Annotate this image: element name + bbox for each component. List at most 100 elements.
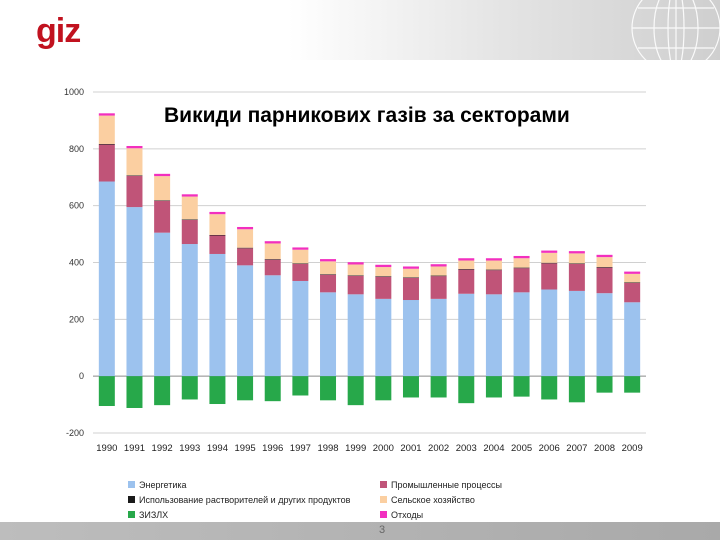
bar-segment <box>596 267 613 294</box>
y-tick-label: 200 <box>69 314 84 324</box>
bar-segment <box>292 263 309 281</box>
x-tick-label: 2005 <box>511 443 532 454</box>
bar-segment <box>264 259 281 276</box>
bar-segment <box>126 175 143 176</box>
bar-segment <box>347 264 364 276</box>
legend-label: ЗИЗЛХ <box>139 510 168 520</box>
y-tick-label: 800 <box>69 144 84 154</box>
bar-segment <box>596 257 613 268</box>
legend-label: Сельское хозяйство <box>391 495 475 505</box>
bar-segment <box>485 294 502 377</box>
bar-segment <box>347 376 364 406</box>
bar-segment <box>375 264 392 268</box>
x-tick-label: 1998 <box>317 443 338 454</box>
x-tick-label: 2001 <box>400 443 421 454</box>
bar-segment <box>264 376 281 402</box>
bar-segment <box>402 268 419 278</box>
bar-segment <box>292 249 309 264</box>
bar-segment <box>347 275 364 295</box>
bar-segment <box>458 293 475 377</box>
bar-segment <box>458 269 475 294</box>
bar-segment <box>596 376 613 393</box>
bar-segment <box>624 273 641 283</box>
bar-segment <box>568 376 585 403</box>
bar-segment <box>485 260 502 270</box>
x-tick-label: 2007 <box>566 443 587 454</box>
bar-segment <box>126 207 143 377</box>
bar-segment <box>624 282 641 303</box>
bar-segment <box>596 293 613 377</box>
bar-segment <box>181 376 198 400</box>
bar-segment <box>320 376 337 401</box>
bar-segment <box>458 260 475 270</box>
bar-segment <box>485 376 502 398</box>
bar-segment <box>430 276 447 299</box>
bar-segment <box>624 376 641 393</box>
x-tick-label: 2002 <box>428 443 449 454</box>
x-tick-label: 2008 <box>594 443 615 454</box>
y-tick-label: -200 <box>66 428 84 438</box>
giz-logo: giz <box>36 12 81 50</box>
page-number: 3 <box>379 524 386 536</box>
bar-segment <box>375 276 392 277</box>
x-tick-label: 1996 <box>262 443 283 454</box>
bar-segment <box>181 196 198 220</box>
bar-segment <box>154 173 171 177</box>
bar-segment <box>375 276 392 299</box>
bar-segment <box>347 262 364 265</box>
bar-segment <box>181 219 198 220</box>
y-axis-ticks: -200 0 200 400 600 800 1000 <box>64 87 84 438</box>
bar-segment <box>375 298 392 377</box>
grid-lines <box>93 91 646 434</box>
bar-segment <box>264 275 281 377</box>
bar-segment <box>402 300 419 377</box>
x-tick-label: 1990 <box>96 443 117 454</box>
y-tick-label: 400 <box>69 258 84 268</box>
bar-segment <box>430 275 447 277</box>
bar-segment <box>347 275 364 276</box>
bar-segment <box>98 144 115 145</box>
y-tick-label: 0 <box>79 371 84 381</box>
bar-segment <box>430 376 447 398</box>
bars <box>98 113 641 408</box>
bar-segment <box>347 294 364 377</box>
bar-segment <box>237 226 254 230</box>
legend-swatch <box>380 496 387 503</box>
bar-segment <box>292 280 309 377</box>
x-tick-label: 1993 <box>179 443 200 454</box>
x-tick-label: 1997 <box>290 443 311 454</box>
bar-segment <box>568 263 585 264</box>
legend-swatch <box>128 481 135 488</box>
bar-segment <box>292 247 309 250</box>
bar-segment <box>126 148 143 176</box>
bar-segment <box>154 200 171 201</box>
bar-segment <box>320 274 337 275</box>
bar-segment <box>126 145 143 149</box>
bar-segment <box>320 292 337 377</box>
bar-segment <box>320 259 337 262</box>
legend-swatch <box>380 511 387 518</box>
legend-label: Отходы <box>391 510 423 520</box>
bar-segment <box>430 264 447 267</box>
bar-segment <box>541 262 558 264</box>
bar-segment <box>624 302 641 377</box>
legend-label: Промышленные процессы <box>391 480 502 490</box>
y-tick-label: 1000 <box>64 87 84 97</box>
bar-segment <box>402 266 419 269</box>
bar-segment <box>541 263 558 290</box>
x-tick-label: 1999 <box>345 443 366 454</box>
bar-segment <box>568 290 585 377</box>
bar-segment <box>126 376 143 408</box>
bar-segment <box>458 376 475 404</box>
bar-segment <box>568 263 585 291</box>
bar-segment <box>209 235 226 254</box>
bar-segment <box>98 115 115 145</box>
bar-segment <box>264 259 281 260</box>
bar-segment <box>264 241 281 244</box>
bar-segment <box>154 176 171 201</box>
bar-segment <box>568 253 585 264</box>
bar-segment <box>181 244 198 377</box>
bar-segment <box>154 200 171 233</box>
bar-segment <box>513 292 530 377</box>
